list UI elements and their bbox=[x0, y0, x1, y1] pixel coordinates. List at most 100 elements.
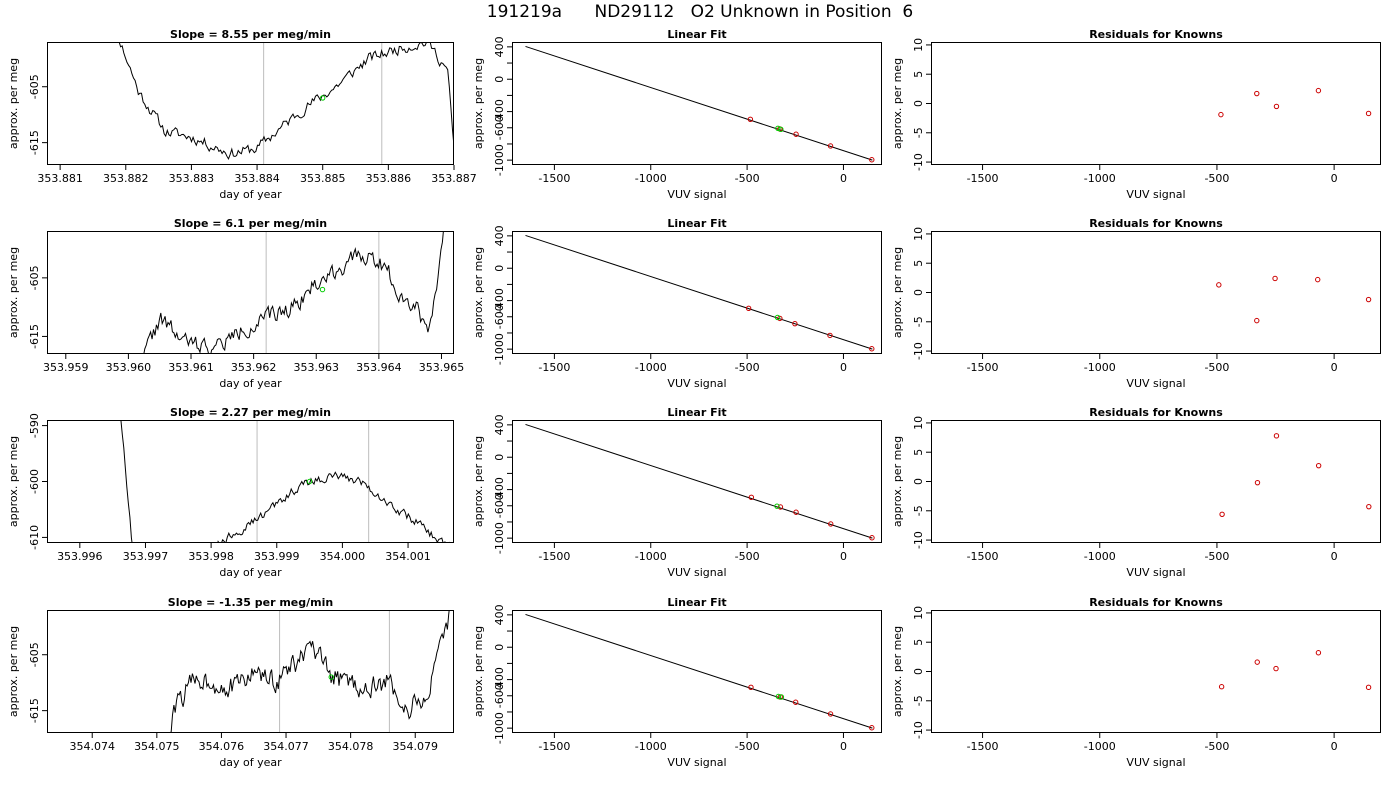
x-tick-label: -1000 bbox=[635, 550, 667, 563]
x-tick-label: 353.883 bbox=[169, 172, 215, 185]
y-tick-label: -600 bbox=[493, 304, 506, 329]
plot-area bbox=[118, 42, 454, 165]
x-tick-label: 353.885 bbox=[300, 172, 346, 185]
residual-point bbox=[1218, 684, 1225, 690]
unknown-mean-marker bbox=[306, 478, 313, 485]
x-axis-label: VUV signal bbox=[1126, 756, 1185, 769]
row3-fit-panel: -1500 -1000 -500 0 -1000 -600-400 0 400 Linear F… bbox=[472, 406, 882, 579]
residual-point bbox=[1254, 317, 1260, 324]
panel-title: Linear Fit bbox=[667, 596, 726, 609]
x-axis-label: VUV signal bbox=[1126, 566, 1185, 579]
residual-point bbox=[1315, 462, 1322, 469]
x-tick-label: -1000 bbox=[1084, 740, 1116, 753]
y-tick-label: -605 bbox=[28, 265, 41, 290]
y-tick-label: -5 bbox=[912, 316, 925, 327]
x-tick-label: 354.000 bbox=[320, 550, 366, 563]
x-tick-label: -500 bbox=[1204, 361, 1229, 374]
x-tick-label: 0 bbox=[840, 172, 847, 185]
row2-time-panel: 353.959 353.960 353.961 353.962 353.963 353.9… bbox=[7, 217, 464, 390]
x-tick-label: -1500 bbox=[967, 740, 999, 753]
y-tick-label: 0 bbox=[493, 265, 506, 272]
panel-title: Slope = 8.55 per meg/min bbox=[170, 28, 331, 41]
plot-frame bbox=[47, 42, 454, 165]
row4-resid-panel: -1500 -1000 -500 0 -10 -5 0 5 10 Residuals for Kn… bbox=[891, 596, 1381, 769]
y-axis-label: approx. per meg bbox=[472, 247, 485, 338]
x-tick-label: -1000 bbox=[635, 740, 667, 753]
y-tick-label: 0 bbox=[912, 100, 925, 107]
x-tick-label: -500 bbox=[735, 361, 760, 374]
y-tick-label: 5 bbox=[912, 260, 925, 267]
x-axis-label: day of year bbox=[219, 377, 282, 390]
y-tick-label: -10 bbox=[912, 531, 925, 549]
plot-area bbox=[120, 420, 451, 543]
x-axis-label: VUV signal bbox=[667, 756, 726, 769]
x-tick-label: -500 bbox=[1204, 172, 1229, 185]
plot-area bbox=[169, 610, 450, 733]
x-tick-label: -1000 bbox=[1084, 172, 1116, 185]
y-tick-label: 10 bbox=[912, 606, 925, 620]
y-axis-label: approx. per meg bbox=[7, 247, 20, 338]
row3-time-panel: 353.996 353.997 353.998 353.999 354.000 354.0… bbox=[7, 406, 454, 579]
x-tick-label: 353.881 bbox=[37, 172, 82, 185]
residual-point bbox=[1366, 503, 1372, 510]
plot-area bbox=[1218, 650, 1372, 691]
row3-resid-panel: -1500 -1000 -500 0 -10 -5 0 5 10 Residuals for Kn… bbox=[891, 406, 1381, 579]
y-tick-label: -5 bbox=[912, 127, 925, 138]
x-tick-label: 0 bbox=[1331, 550, 1338, 563]
known-point bbox=[792, 320, 798, 327]
residual-point bbox=[1365, 684, 1372, 691]
y-tick-label: 0 bbox=[493, 644, 506, 651]
x-tick-label: 353.997 bbox=[123, 550, 169, 563]
y-tick-label: -400 bbox=[493, 477, 506, 502]
x-tick-label: 0 bbox=[1331, 740, 1338, 753]
unknown-point bbox=[778, 694, 785, 700]
y-tick-label: 0 bbox=[912, 668, 925, 675]
residual-point bbox=[1216, 282, 1222, 288]
y-tick-label: -600 bbox=[493, 683, 506, 708]
y-tick-label: 0 bbox=[912, 289, 925, 296]
x-tick-label: -500 bbox=[735, 740, 760, 753]
x-tick-label: 353.998 bbox=[188, 550, 234, 563]
residual-point bbox=[1315, 87, 1322, 94]
known-point bbox=[747, 116, 754, 122]
plot-frame bbox=[47, 610, 454, 733]
y-tick-label: 5 bbox=[912, 71, 925, 78]
y-axis-label: approx. per meg bbox=[472, 626, 485, 717]
x-tick-label: -1500 bbox=[967, 361, 999, 374]
known-point bbox=[828, 521, 834, 527]
known-point bbox=[869, 535, 875, 541]
panel-title: Slope = 6.1 per meg/min bbox=[174, 217, 327, 230]
row1-resid-panel: -1500 -1000 -500 0 -10 -5 0 5 10 Residuals for Kn… bbox=[891, 28, 1381, 201]
y-tick-label: 5 bbox=[912, 449, 925, 456]
x-tick-label: -1000 bbox=[1084, 550, 1116, 563]
residual-point bbox=[1365, 296, 1372, 303]
plot-area bbox=[525, 234, 875, 352]
y-tick-label: -400 bbox=[493, 288, 506, 313]
plot-frame bbox=[47, 420, 454, 543]
y-tick-label: -615 bbox=[28, 698, 41, 723]
x-tick-label: 0 bbox=[1331, 172, 1338, 185]
unknown-mean-marker bbox=[319, 286, 326, 293]
residual-point bbox=[1315, 276, 1321, 283]
unknown-mean-marker bbox=[320, 95, 326, 101]
row1-time-panel: 353.881 353.882 353.883 353.884 353.885 353.8… bbox=[7, 28, 477, 201]
x-axis-label: VUV signal bbox=[667, 188, 726, 201]
row2-resid-panel: -1500 -1000 -500 0 -10 -5 0 5 10 Residuals for Kn… bbox=[891, 217, 1381, 390]
y-tick-label: -400 bbox=[493, 667, 506, 692]
plot-frame bbox=[931, 610, 1381, 733]
plot-area bbox=[1216, 275, 1372, 324]
known-point bbox=[748, 494, 755, 500]
plot-area bbox=[143, 231, 444, 354]
x-tick-label: -500 bbox=[735, 550, 760, 563]
x-tick-label: 353.960 bbox=[106, 361, 151, 374]
panel-title: Slope = 2.27 per meg/min bbox=[170, 406, 331, 419]
y-axis-label: approx. per meg bbox=[7, 436, 20, 527]
panel-title: Residuals for Knowns bbox=[1089, 217, 1223, 230]
x-tick-label: 354.077 bbox=[263, 740, 309, 753]
x-tick-label: 353.959 bbox=[43, 361, 89, 374]
x-tick-label: 354.076 bbox=[199, 740, 245, 753]
plot-frame bbox=[931, 42, 1381, 165]
unknown-point bbox=[774, 503, 780, 509]
row2-fit-panel: -1500 -1000 -500 0 -1000 -600-400 0 400 Linear F… bbox=[472, 217, 882, 390]
y-tick-label: 400 bbox=[493, 36, 506, 57]
